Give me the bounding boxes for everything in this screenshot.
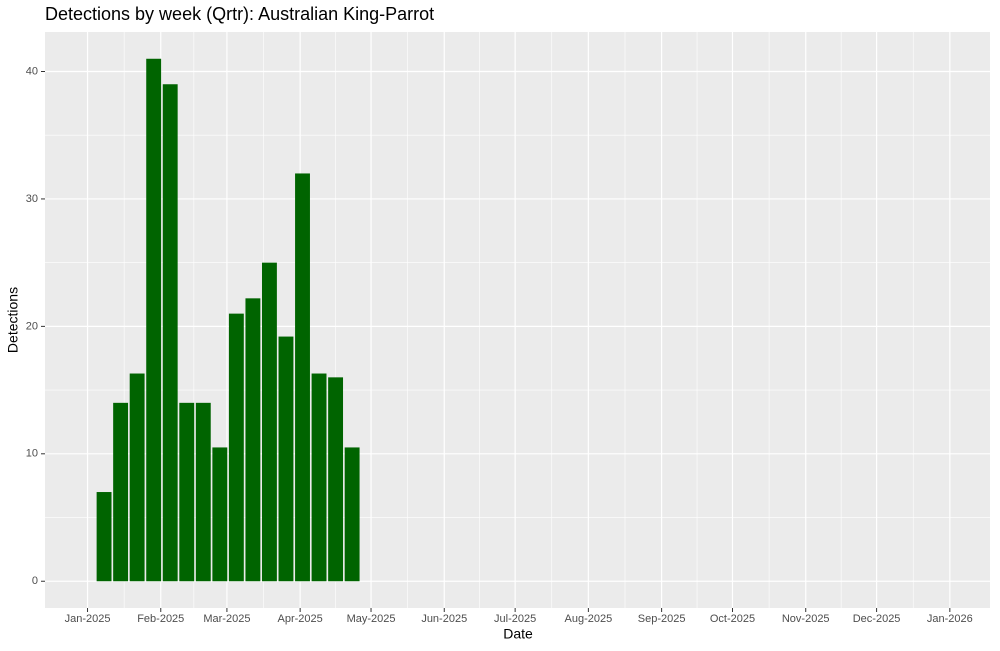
bar	[328, 377, 344, 582]
x-tick-label: Jun-2025	[421, 613, 467, 625]
y-tick-label: 30	[26, 193, 38, 205]
x-tick-label: Jan-2025	[65, 613, 111, 625]
y-tick-label: 40	[26, 65, 38, 77]
bar	[261, 262, 277, 582]
bar	[278, 336, 294, 582]
bar	[295, 173, 310, 582]
x-tick-label: Dec-2025	[853, 613, 901, 625]
bar	[146, 58, 162, 582]
bar	[212, 447, 228, 582]
x-tick-label: Sep-2025	[638, 613, 686, 625]
bar	[96, 492, 112, 582]
y-tick-label: 20	[26, 320, 38, 332]
y-tick-label: 10	[26, 448, 38, 460]
x-tick-label: May-2025	[347, 613, 396, 625]
bar	[228, 313, 244, 582]
bar	[162, 84, 178, 582]
x-tick-label: Jan-2026	[927, 613, 973, 625]
x-tick-label: Apr-2025	[278, 613, 323, 625]
bar	[113, 402, 129, 582]
x-tick-label: Oct-2025	[710, 613, 755, 625]
y-axis-label: Detections	[5, 287, 21, 353]
x-tick-label: Aug-2025	[565, 613, 613, 625]
x-tick-label: Feb-2025	[137, 613, 184, 625]
x-tick-label: Mar-2025	[203, 613, 250, 625]
bar	[179, 402, 195, 582]
x-axis-label: Date	[503, 626, 533, 642]
bar	[245, 298, 261, 582]
bar	[129, 373, 145, 582]
x-tick-label: Jul-2025	[494, 613, 536, 625]
x-tick-label: Nov-2025	[782, 613, 830, 625]
chart-title: Detections by week (Qrtr): Australian Ki…	[45, 4, 434, 24]
bar	[195, 402, 211, 582]
bar	[311, 373, 327, 582]
bar	[344, 447, 360, 582]
y-tick-label: 0	[32, 575, 38, 587]
